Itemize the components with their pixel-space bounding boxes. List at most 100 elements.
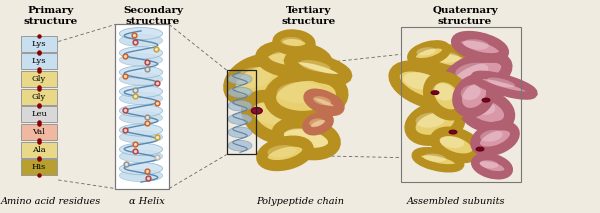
Ellipse shape bbox=[308, 93, 340, 111]
Ellipse shape bbox=[236, 67, 272, 88]
Ellipse shape bbox=[428, 77, 466, 115]
Bar bbox=[401, 27, 521, 182]
Bar bbox=[21, 142, 57, 158]
Bar bbox=[21, 89, 57, 105]
Ellipse shape bbox=[416, 112, 445, 128]
Text: Quaternary
structure: Quaternary structure bbox=[432, 6, 498, 26]
Ellipse shape bbox=[403, 72, 438, 90]
Ellipse shape bbox=[262, 141, 308, 166]
Ellipse shape bbox=[251, 108, 262, 114]
Bar bbox=[21, 53, 57, 69]
Ellipse shape bbox=[119, 143, 163, 155]
Ellipse shape bbox=[277, 123, 335, 154]
Bar bbox=[115, 24, 169, 189]
Ellipse shape bbox=[277, 34, 311, 51]
Bar bbox=[21, 106, 57, 122]
Ellipse shape bbox=[247, 96, 299, 138]
Text: Tertiary
structure: Tertiary structure bbox=[282, 6, 336, 26]
Ellipse shape bbox=[228, 127, 252, 138]
Ellipse shape bbox=[447, 57, 507, 92]
Ellipse shape bbox=[262, 46, 326, 73]
Ellipse shape bbox=[480, 130, 503, 142]
Ellipse shape bbox=[424, 154, 446, 162]
Ellipse shape bbox=[119, 54, 163, 66]
Ellipse shape bbox=[119, 35, 163, 47]
Bar bbox=[227, 70, 256, 154]
Text: Secondary
structure: Secondary structure bbox=[123, 6, 183, 26]
Ellipse shape bbox=[463, 94, 509, 128]
Ellipse shape bbox=[475, 157, 509, 175]
Ellipse shape bbox=[270, 50, 308, 64]
Ellipse shape bbox=[410, 107, 460, 140]
Text: Gly: Gly bbox=[32, 75, 46, 83]
Ellipse shape bbox=[422, 48, 478, 71]
Ellipse shape bbox=[307, 116, 329, 131]
Text: Ala: Ala bbox=[32, 146, 46, 154]
Ellipse shape bbox=[475, 75, 533, 96]
Ellipse shape bbox=[482, 98, 490, 102]
Ellipse shape bbox=[119, 150, 163, 162]
Ellipse shape bbox=[253, 103, 286, 124]
Text: Lys: Lys bbox=[32, 40, 46, 48]
Ellipse shape bbox=[449, 130, 457, 134]
Ellipse shape bbox=[119, 92, 163, 105]
Text: His: His bbox=[32, 163, 46, 171]
Ellipse shape bbox=[119, 131, 163, 143]
Ellipse shape bbox=[119, 47, 163, 59]
Ellipse shape bbox=[461, 85, 481, 100]
Ellipse shape bbox=[228, 140, 252, 151]
Ellipse shape bbox=[431, 91, 439, 95]
Ellipse shape bbox=[313, 96, 331, 105]
Ellipse shape bbox=[394, 66, 458, 105]
Text: Assembled subunits: Assembled subunits bbox=[407, 197, 505, 206]
Text: Lys: Lys bbox=[32, 57, 46, 65]
Ellipse shape bbox=[455, 63, 488, 79]
Bar bbox=[21, 71, 57, 87]
Ellipse shape bbox=[119, 66, 163, 78]
Ellipse shape bbox=[119, 170, 163, 182]
Ellipse shape bbox=[476, 147, 484, 151]
Ellipse shape bbox=[309, 118, 323, 126]
Ellipse shape bbox=[228, 74, 252, 84]
Ellipse shape bbox=[433, 83, 454, 101]
Ellipse shape bbox=[456, 36, 504, 58]
Ellipse shape bbox=[440, 136, 464, 148]
Ellipse shape bbox=[277, 82, 323, 103]
Ellipse shape bbox=[119, 163, 163, 175]
Ellipse shape bbox=[270, 75, 342, 117]
Ellipse shape bbox=[463, 39, 489, 50]
Text: Primary
structure: Primary structure bbox=[24, 6, 78, 26]
Ellipse shape bbox=[268, 145, 296, 158]
Text: Val: Val bbox=[32, 128, 46, 136]
Ellipse shape bbox=[228, 100, 252, 111]
Ellipse shape bbox=[229, 60, 287, 102]
Text: α Helix: α Helix bbox=[129, 197, 165, 206]
Ellipse shape bbox=[119, 85, 163, 98]
Ellipse shape bbox=[284, 128, 320, 144]
Text: Amino acid residues: Amino acid residues bbox=[1, 197, 101, 206]
Ellipse shape bbox=[487, 78, 515, 87]
Ellipse shape bbox=[300, 60, 331, 72]
Ellipse shape bbox=[228, 87, 252, 98]
Ellipse shape bbox=[479, 160, 499, 168]
Ellipse shape bbox=[119, 105, 163, 117]
Bar bbox=[115, 24, 169, 189]
Ellipse shape bbox=[475, 125, 515, 151]
Ellipse shape bbox=[289, 57, 347, 79]
Text: Polypeptide chain: Polypeptide chain bbox=[256, 197, 344, 206]
Ellipse shape bbox=[431, 52, 460, 63]
Ellipse shape bbox=[119, 124, 163, 136]
Text: Gly: Gly bbox=[32, 93, 46, 101]
Ellipse shape bbox=[416, 151, 460, 168]
Ellipse shape bbox=[119, 73, 163, 85]
Bar bbox=[21, 159, 57, 176]
Ellipse shape bbox=[434, 131, 478, 158]
Ellipse shape bbox=[228, 114, 252, 124]
Bar bbox=[21, 124, 57, 140]
Ellipse shape bbox=[457, 79, 491, 113]
Ellipse shape bbox=[467, 100, 496, 115]
Ellipse shape bbox=[281, 37, 302, 46]
Bar bbox=[21, 36, 57, 52]
Text: Leu: Leu bbox=[31, 110, 47, 118]
Ellipse shape bbox=[416, 47, 436, 55]
